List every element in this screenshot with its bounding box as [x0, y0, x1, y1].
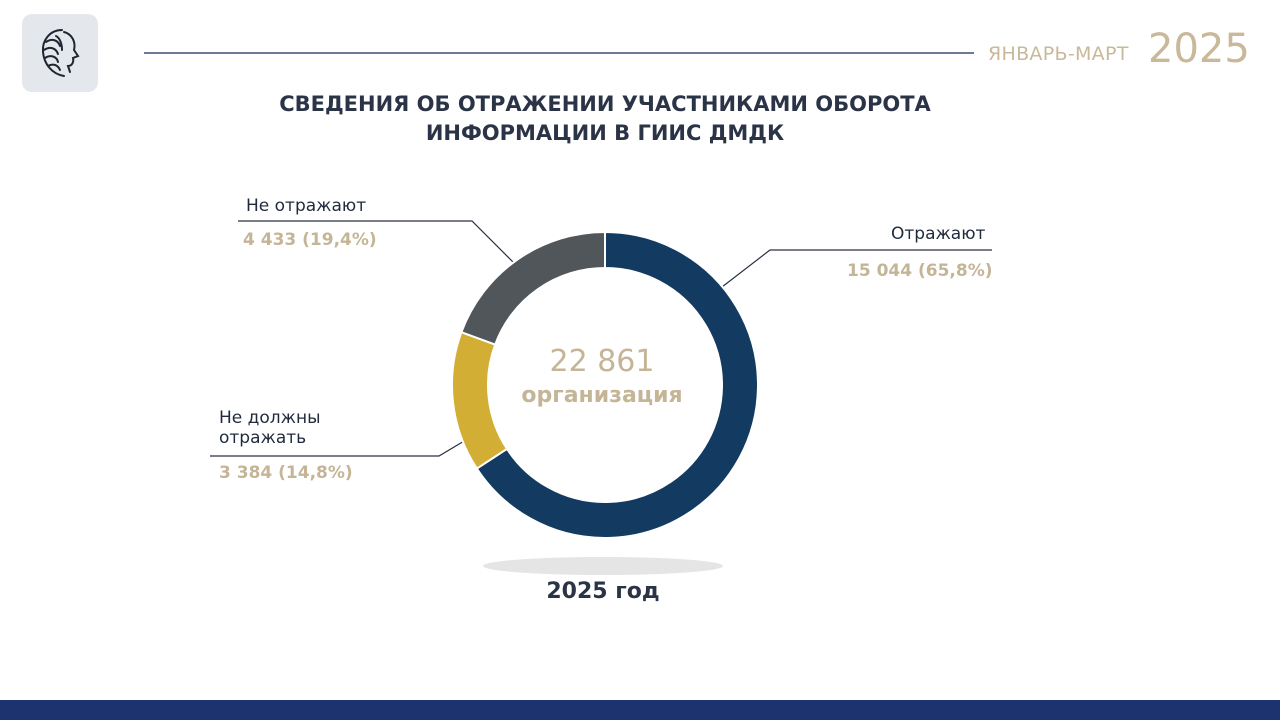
donut-center-unit: организация	[521, 383, 683, 408]
leader-line-not-reflect	[238, 220, 515, 264]
report-year: 2025	[1148, 26, 1250, 72]
slice-value-reflect: 15 044 (65,8%)	[847, 261, 993, 281]
report-period: ЯНВАРЬ-МАРТ	[988, 43, 1129, 65]
page-title: СВЕДЕНИЯ ОБ ОТРАЖЕНИИ УЧАСТНИКАМИ ОБОРОТ…	[240, 90, 970, 148]
woman-profile-emblem-icon	[41, 29, 80, 77]
footer-bar	[0, 700, 1280, 720]
slice-value-not-reflect: 4 433 (19,4%)	[243, 230, 377, 250]
donut-slice-reflect	[475, 230, 759, 539]
slice-value-not-required: 3 384 (14,8%)	[219, 463, 353, 483]
page-title-line-1: СВЕДЕНИЯ ОБ ОТРАЖЕНИИ УЧАСТНИКАМИ ОБОРОТ…	[279, 92, 931, 116]
slice-label-reflect: Отражают	[891, 224, 986, 244]
slice-label-not-required: Не должны отражать	[219, 408, 321, 448]
header-divider	[144, 52, 974, 54]
donut-slice-not-reflect	[460, 230, 606, 346]
chart-caption: 2025 год	[546, 579, 660, 604]
leader-line-reflect	[721, 249, 992, 288]
slice-label-not-reflect: Не отражают	[246, 196, 367, 216]
logo	[22, 14, 98, 92]
page-title-line-2: ИНФОРМАЦИИ В ГИИС ДМДК	[425, 121, 785, 145]
donut-center-total: 22 861	[549, 344, 655, 379]
chart-base-shadow	[483, 557, 723, 575]
